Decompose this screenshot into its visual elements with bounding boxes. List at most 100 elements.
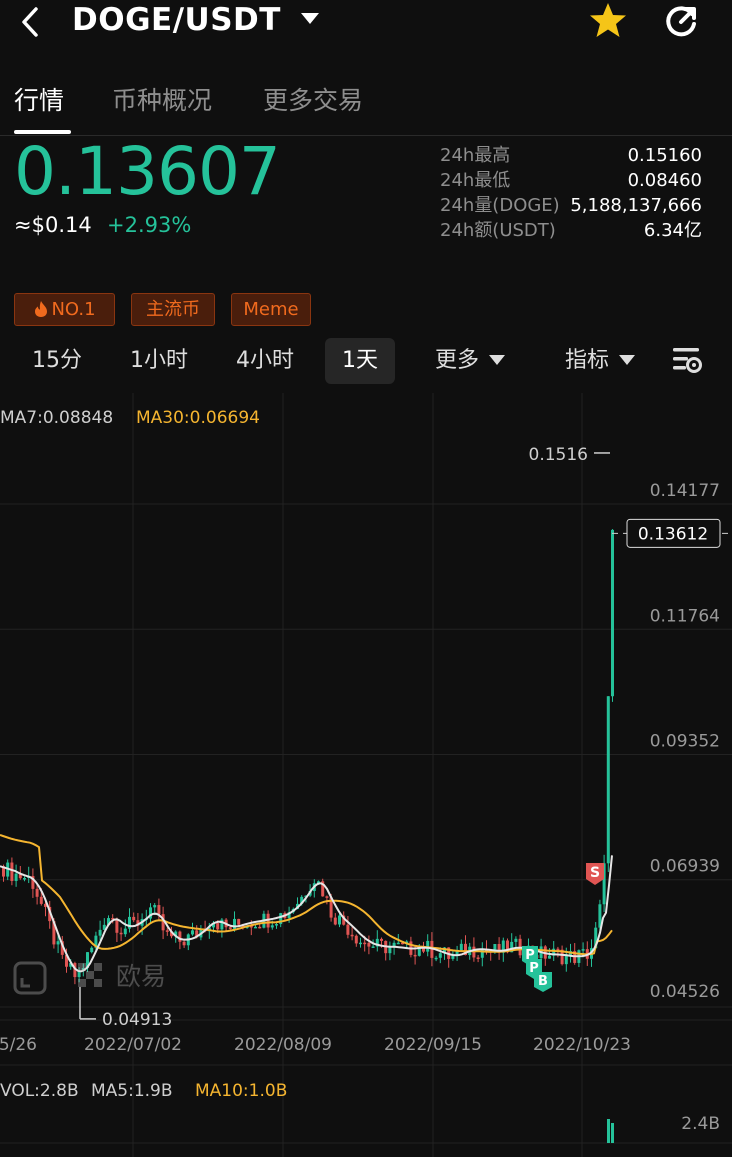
candle-body <box>342 915 346 925</box>
candle-body <box>14 873 18 881</box>
interval-selector: 15分 1小时 4小时 1天 更多 指标 <box>0 338 732 386</box>
candle-body <box>153 905 157 908</box>
stat-row: 24h额(USDT) 6.34亿 <box>440 218 702 243</box>
candle-body <box>254 926 257 929</box>
candle-body <box>417 947 421 956</box>
badge-label: NO.1 <box>51 299 96 320</box>
x-axis: 5/26 2022/07/02 2022/08/09 2022/09/15 20… <box>0 1035 631 1055</box>
badge-meme[interactable]: Meme <box>231 293 311 326</box>
interval-1d[interactable]: 1天 <box>325 338 395 384</box>
candle-body <box>220 919 224 930</box>
usd-value: ≈$0.14 <box>14 213 92 237</box>
indicator-dropdown[interactable]: 指标 <box>550 338 650 384</box>
candle-body <box>69 963 73 967</box>
candlestick-chart[interactable]: MA7:0.08848 MA30:0.06694 0.141770.117640… <box>0 393 732 1157</box>
y-tick-label: 0.14177 <box>650 481 720 501</box>
candle-body <box>354 935 358 944</box>
signal-sell[interactable]: S <box>586 863 604 885</box>
candle-body <box>170 931 173 937</box>
candle-body <box>136 920 140 926</box>
candle-body <box>350 934 354 937</box>
candle-body <box>510 941 514 953</box>
candle-body <box>233 918 236 929</box>
candle-body <box>443 947 446 954</box>
volume-bar <box>611 1123 614 1143</box>
candle-body <box>191 930 194 935</box>
candle-body <box>455 950 459 955</box>
chart-settings-icon[interactable] <box>672 346 702 376</box>
high-price-label: 0.1516 <box>529 445 588 465</box>
candle-body <box>123 928 127 935</box>
candle-body <box>506 940 509 953</box>
candle-body <box>317 881 320 884</box>
ticker-stats: 24h最高 0.15160 24h最低 0.08460 24h量(DOGE) 5… <box>440 143 702 243</box>
candle-body <box>178 931 182 942</box>
candle-body <box>52 921 56 945</box>
candle-body <box>493 944 497 952</box>
stat-label: 24h最高 <box>440 145 511 166</box>
candle-body <box>564 954 568 965</box>
candle-body <box>39 896 43 904</box>
price-chart[interactable]: MA7:0.08848 MA30:0.06694 0.14177 0.11764 0… <box>0 393 732 1157</box>
interval-4h[interactable]: 4小时 <box>236 348 294 373</box>
candle-body <box>157 905 161 915</box>
badge-rank[interactable]: NO.1 <box>14 293 115 326</box>
candle-body <box>556 948 560 951</box>
candle-body <box>476 957 480 959</box>
chevron-down-icon[interactable] <box>300 12 320 26</box>
tab-more-trading[interactable]: 更多交易 <box>263 86 364 115</box>
volume-ma10-label: MA10:1.0B <box>195 1081 287 1101</box>
star-icon[interactable] <box>588 0 628 40</box>
top-bar: DOGE/USDT <box>0 0 732 52</box>
stat-value: 5,188,137,666 <box>570 195 702 216</box>
candle-body <box>81 968 85 971</box>
candle-body <box>594 927 598 949</box>
market-tabs: 行情 币种概况 更多交易 <box>0 78 732 136</box>
candle-body <box>107 918 110 925</box>
share-icon[interactable] <box>662 2 700 40</box>
ma7-line <box>0 855 613 973</box>
candle-body <box>77 970 81 978</box>
tab-market[interactable]: 行情 <box>14 86 65 115</box>
candle-body <box>581 949 585 951</box>
candle-body <box>2 866 5 877</box>
candle-body <box>329 897 333 918</box>
ma30-line <box>0 834 613 956</box>
stat-label: 24h最低 <box>440 170 511 191</box>
candle-body <box>401 942 404 945</box>
candle-body <box>35 888 39 897</box>
candle-body <box>212 923 215 928</box>
candle-body <box>94 935 98 948</box>
tab-coin-overview[interactable]: 币种概况 <box>112 86 213 115</box>
candle-body <box>560 949 564 965</box>
more-intervals-dropdown[interactable]: 更多 <box>420 338 520 384</box>
candle-body <box>413 954 417 957</box>
candle-body <box>459 943 463 951</box>
candle-body <box>270 925 274 928</box>
interval-15m[interactable]: 15分 <box>32 348 82 373</box>
ma30-indicator-label: MA30:0.06694 <box>136 408 260 428</box>
stat-label: 24h额(USDT) <box>440 220 556 241</box>
interval-1h[interactable]: 1小时 <box>130 348 188 373</box>
candle-body <box>44 903 47 907</box>
badge-mainstream[interactable]: 主流币 <box>131 293 215 326</box>
flame-icon <box>35 301 48 317</box>
candle-body <box>228 927 232 929</box>
signal-label: S <box>590 865 600 881</box>
signal-buy[interactable]: P P B <box>522 946 552 992</box>
chevron-left-icon[interactable] <box>14 4 48 38</box>
candle-body <box>300 896 304 904</box>
candle-body <box>396 942 400 945</box>
trading-pair-title[interactable]: DOGE/USDT <box>72 2 281 38</box>
candle-body <box>363 942 367 945</box>
x-tick-label: 2022/07/02 <box>84 1035 182 1055</box>
candle-body <box>438 953 442 958</box>
volume-bar <box>607 1119 610 1143</box>
candle-body <box>23 877 26 880</box>
y-tick-label: 0.06939 <box>650 857 720 877</box>
stat-row: 24h量(DOGE) 5,188,137,666 <box>440 193 702 218</box>
exchange-watermark: 欧易 <box>13 961 166 995</box>
indicator-label: 指标 <box>564 348 609 373</box>
candle-body <box>258 926 262 929</box>
candle-body <box>249 925 253 928</box>
